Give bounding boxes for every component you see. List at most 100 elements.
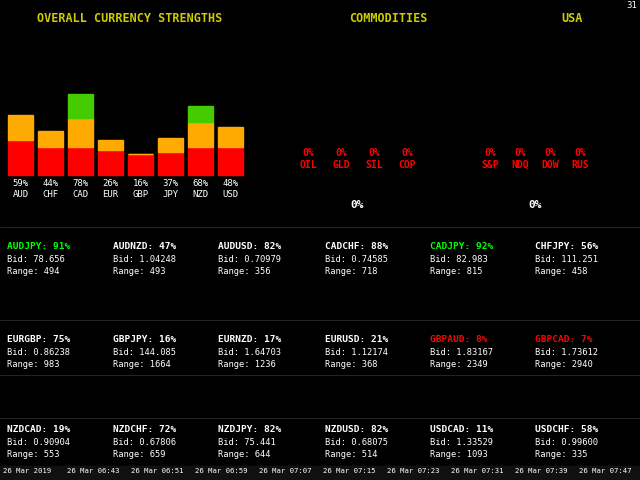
Text: Range: 553: Range: 553	[7, 450, 60, 459]
Text: Bid: 82.983: Bid: 82.983	[430, 255, 488, 264]
Bar	[68, 147, 93, 175]
Text: COMMODITIES: COMMODITIES	[349, 12, 427, 25]
Text: EURNZD: 17%: EURNZD: 17%	[218, 335, 281, 344]
Bar	[8, 141, 33, 175]
Text: 0%: 0%	[484, 148, 496, 158]
Text: 0%: 0%	[574, 148, 586, 158]
Text: USDCHF: 58%: USDCHF: 58%	[535, 425, 598, 434]
Text: USDCAD: 11%: USDCAD: 11%	[430, 425, 493, 434]
Text: Range: 368: Range: 368	[325, 360, 378, 369]
Bar	[188, 147, 213, 175]
Text: EURGBP: 75%: EURGBP: 75%	[7, 335, 70, 344]
Text: 0%: 0%	[335, 148, 347, 158]
Text: CAD: CAD	[72, 190, 88, 199]
Text: EURUSD: 21%: EURUSD: 21%	[325, 335, 388, 344]
Bar	[218, 127, 243, 147]
Text: 59%: 59%	[12, 179, 29, 188]
Text: Bid: 1.73612: Bid: 1.73612	[535, 348, 598, 357]
Text: 26%: 26%	[102, 179, 118, 188]
Text: 0%: 0%	[368, 148, 380, 158]
Text: 37%: 37%	[163, 179, 179, 188]
Text: EUR: EUR	[102, 190, 118, 199]
Text: Bid: 0.68075: Bid: 0.68075	[325, 438, 388, 447]
Text: Bid: 1.04248: Bid: 1.04248	[113, 255, 176, 264]
Text: CADCHF: 88%: CADCHF: 88%	[325, 242, 388, 251]
Text: Bid: 111.251: Bid: 111.251	[535, 255, 598, 264]
Text: Range: 644: Range: 644	[218, 450, 271, 459]
Text: NZDCHF: 72%: NZDCHF: 72%	[113, 425, 176, 434]
Text: 0%: 0%	[544, 148, 556, 158]
Text: GBPAUD: 8%: GBPAUD: 8%	[430, 335, 488, 344]
Text: Range: 718: Range: 718	[325, 267, 378, 276]
Text: Bid: 0.74585: Bid: 0.74585	[325, 255, 388, 264]
Text: Range: 659: Range: 659	[113, 450, 166, 459]
Text: S&P: S&P	[481, 160, 499, 170]
Text: DOW: DOW	[541, 160, 559, 170]
Text: 0%: 0%	[528, 200, 541, 210]
Text: RUS: RUS	[571, 160, 589, 170]
Text: Range: 493: Range: 493	[113, 267, 166, 276]
Bar	[98, 141, 123, 150]
Text: Range: 514: Range: 514	[325, 450, 378, 459]
Text: 68%: 68%	[193, 179, 209, 188]
Text: Bid: 0.86238: Bid: 0.86238	[7, 348, 70, 357]
Text: 78%: 78%	[72, 179, 88, 188]
Text: Bid: 75.441: Bid: 75.441	[218, 438, 276, 447]
Bar	[8, 115, 33, 141]
Text: 26 Mar 06:43: 26 Mar 06:43	[67, 468, 120, 474]
Text: NZDUSD: 82%: NZDUSD: 82%	[325, 425, 388, 434]
Text: Range: 335: Range: 335	[535, 450, 588, 459]
Text: NZD: NZD	[193, 190, 209, 199]
Text: Range: 1236: Range: 1236	[218, 360, 276, 369]
Bar	[188, 122, 213, 147]
Text: 26 Mar 06:59: 26 Mar 06:59	[195, 468, 248, 474]
Text: Range: 2349: Range: 2349	[430, 360, 488, 369]
Text: 26 Mar 07:07: 26 Mar 07:07	[259, 468, 312, 474]
Text: 26 Mar 07:47: 26 Mar 07:47	[579, 468, 632, 474]
Text: 0%: 0%	[401, 148, 413, 158]
Text: Range: 356: Range: 356	[218, 267, 271, 276]
Text: USA: USA	[561, 12, 582, 25]
Text: Bid: 78.656: Bid: 78.656	[7, 255, 65, 264]
Bar	[188, 106, 213, 122]
Text: 26 Mar 06:51: 26 Mar 06:51	[131, 468, 184, 474]
Text: Range: 494: Range: 494	[7, 267, 60, 276]
Bar	[38, 132, 63, 147]
Text: Bid: 0.99600: Bid: 0.99600	[535, 438, 598, 447]
Text: OVERALL CURRENCY STRENGTHS: OVERALL CURRENCY STRENGTHS	[37, 12, 223, 25]
Text: GBP: GBP	[132, 190, 148, 199]
Text: Range: 1664: Range: 1664	[113, 360, 171, 369]
Text: 26 Mar 2019: 26 Mar 2019	[3, 468, 51, 474]
Text: Range: 458: Range: 458	[535, 267, 588, 276]
Text: Bid: 1.64703: Bid: 1.64703	[218, 348, 281, 357]
Text: GBPJPY: 16%: GBPJPY: 16%	[113, 335, 176, 344]
Bar	[0, 466, 640, 480]
Bar	[68, 95, 93, 118]
Text: Bid: 1.12174: Bid: 1.12174	[325, 348, 388, 357]
Text: Range: 983: Range: 983	[7, 360, 60, 369]
Text: 0%: 0%	[350, 200, 364, 210]
Text: CHFJPY: 56%: CHFJPY: 56%	[535, 242, 598, 251]
Text: CHF: CHF	[42, 190, 59, 199]
Text: JPY: JPY	[163, 190, 179, 199]
Text: AUD: AUD	[12, 190, 29, 199]
Bar	[218, 147, 243, 175]
Text: NDQ: NDQ	[511, 160, 529, 170]
Text: CADJPY: 92%: CADJPY: 92%	[430, 242, 493, 251]
Text: Range: 1093: Range: 1093	[430, 450, 488, 459]
Text: Bid: 1.83167: Bid: 1.83167	[430, 348, 493, 357]
Text: 26 Mar 07:39: 26 Mar 07:39	[515, 468, 568, 474]
Text: 0%: 0%	[514, 148, 526, 158]
Text: 26 Mar 07:23: 26 Mar 07:23	[387, 468, 440, 474]
Bar	[158, 138, 183, 152]
Bar	[68, 118, 93, 147]
Text: Range: 815: Range: 815	[430, 267, 483, 276]
Bar	[38, 147, 63, 175]
Text: COP: COP	[398, 160, 416, 170]
Text: Range: 2940: Range: 2940	[535, 360, 593, 369]
Text: GLD: GLD	[332, 160, 350, 170]
Text: GBPCAD: 7%: GBPCAD: 7%	[535, 335, 593, 344]
Text: 31: 31	[626, 1, 637, 10]
Text: Bid: 0.90904: Bid: 0.90904	[7, 438, 70, 447]
Text: Bid: 0.70979: Bid: 0.70979	[218, 255, 281, 264]
